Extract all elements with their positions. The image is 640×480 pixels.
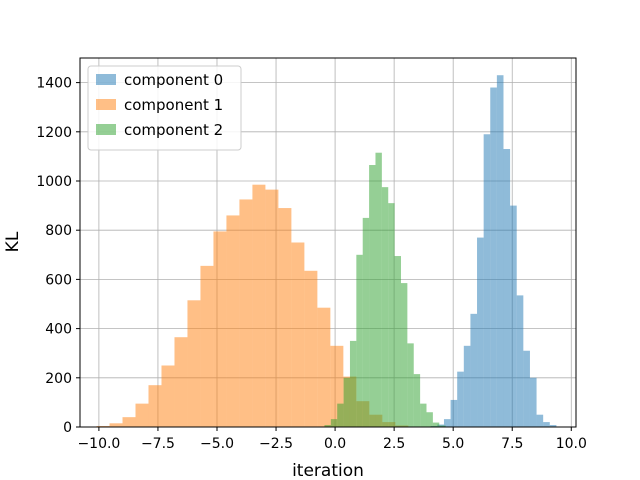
histogram-bar-series-1 [226, 215, 240, 427]
legend-label: component 2 [124, 121, 223, 139]
histogram-bar-series-0 [496, 75, 504, 427]
histogram-bar-series-1 [200, 265, 214, 427]
histogram-bar-series-0 [483, 134, 491, 427]
legend-label: component 1 [124, 96, 223, 114]
x-tick-label: −2.5 [259, 436, 293, 452]
x-tick-label: −7.5 [141, 436, 175, 452]
histogram-bar-series-2 [400, 283, 408, 427]
legend: component 0 component 1 component 2 [87, 65, 242, 151]
histogram-bar-series-0 [516, 295, 524, 427]
histogram-bar-series-2 [330, 419, 338, 427]
histogram-bar-series-0 [443, 419, 451, 427]
y-tick-label: 200 [45, 371, 72, 387]
histogram-bar-series-2 [349, 340, 357, 427]
histogram-bar-series-0 [510, 205, 517, 427]
legend-swatch [96, 74, 116, 85]
histogram-bar-series-2 [420, 403, 427, 427]
y-axis-label: KL [3, 231, 23, 252]
histogram-bar-series-2 [394, 256, 401, 427]
histogram-bar-series-0 [450, 399, 458, 427]
legend-label: component 0 [124, 71, 223, 89]
histogram-bar-series-1 [239, 199, 253, 427]
x-axis-ticks: −10.0 −7.5 −5.0 −2.5 0.0 2.5 5.0 7.5 10.0 [77, 427, 587, 452]
histogram-bar-series-1 [161, 365, 175, 427]
x-tick-label: 2.5 [383, 436, 405, 452]
histogram-bar-series-1 [265, 189, 279, 427]
x-tick-label: −10.0 [77, 436, 120, 452]
histogram-bar-series-0 [543, 422, 550, 427]
histogram-bar-series-2 [381, 187, 389, 427]
histogram-bar-series-0 [470, 313, 478, 427]
histogram-bar-series-1 [304, 270, 318, 427]
histogram-bar-series-2 [407, 343, 414, 427]
histogram-bar-series-2 [439, 425, 446, 427]
legend-box [87, 65, 242, 151]
histogram-bar-series-1 [122, 417, 136, 427]
histogram-bar-series-0 [490, 87, 497, 428]
y-tick-label: 0 [63, 420, 72, 436]
histogram-bar-series-1 [109, 423, 123, 427]
histogram-bar-series-2 [324, 425, 331, 427]
legend-swatch [96, 124, 116, 135]
y-tick-label: 1200 [36, 125, 72, 141]
histogram-bar-series-2 [413, 374, 421, 427]
histogram-bar-series-1 [278, 208, 292, 427]
histogram-bar-series-1 [174, 337, 188, 427]
histogram-bar-series-2 [426, 412, 433, 427]
y-tick-label: 1400 [36, 76, 72, 92]
histogram-bar-series-0 [457, 371, 464, 427]
y-axis-ticks: 0 200 400 600 800 1000 1200 1400 [36, 76, 80, 436]
plot-frame [79, 57, 577, 428]
histogram-bar-series-1 [148, 385, 162, 427]
y-tick-label: 400 [45, 322, 72, 338]
legend-swatch [96, 99, 116, 110]
histogram-bar-series-0 [549, 425, 557, 427]
histogram-bar-series-2 [375, 152, 382, 427]
histogram-bar-series-2 [362, 217, 370, 427]
x-tick-label: −5.0 [200, 436, 234, 452]
x-tick-label: 10.0 [556, 436, 587, 452]
histogram-bar-series-0 [463, 345, 471, 427]
histogram-bar-series-2 [388, 203, 395, 427]
histogram-bar-series-2 [343, 377, 350, 427]
histogram-bar-series-0 [477, 237, 484, 427]
histogram-bar-series-2 [337, 403, 344, 427]
x-tick-label: 5.0 [442, 436, 464, 452]
histogram-bar-series-2 [356, 254, 363, 427]
x-axis-label: iteration [292, 461, 364, 480]
histogram-bar-series-1 [213, 231, 227, 427]
histogram-bar-series-0 [503, 149, 511, 427]
histogram-bar-series-1 [135, 403, 149, 427]
x-tick-label: 0.0 [324, 436, 346, 452]
histogram-bar-series-1 [291, 242, 305, 427]
histogram-bar-series-0 [523, 350, 530, 427]
histogram-bar-series-1 [317, 307, 331, 427]
histogram-bar-series-0 [529, 377, 537, 427]
histogram-bar-series-1 [252, 184, 266, 427]
histogram-bar-series-1 [187, 300, 201, 427]
y-tick-label: 1000 [36, 174, 72, 190]
histogram-bar-series-2 [369, 165, 376, 427]
y-tick-label: 800 [45, 223, 72, 239]
histogram-bar-series-0 [536, 414, 544, 427]
histogram-bar-series-2 [432, 422, 440, 427]
histogram-bars [96, 75, 557, 428]
x-tick-label: 7.5 [501, 436, 523, 452]
y-tick-label: 600 [45, 272, 72, 288]
